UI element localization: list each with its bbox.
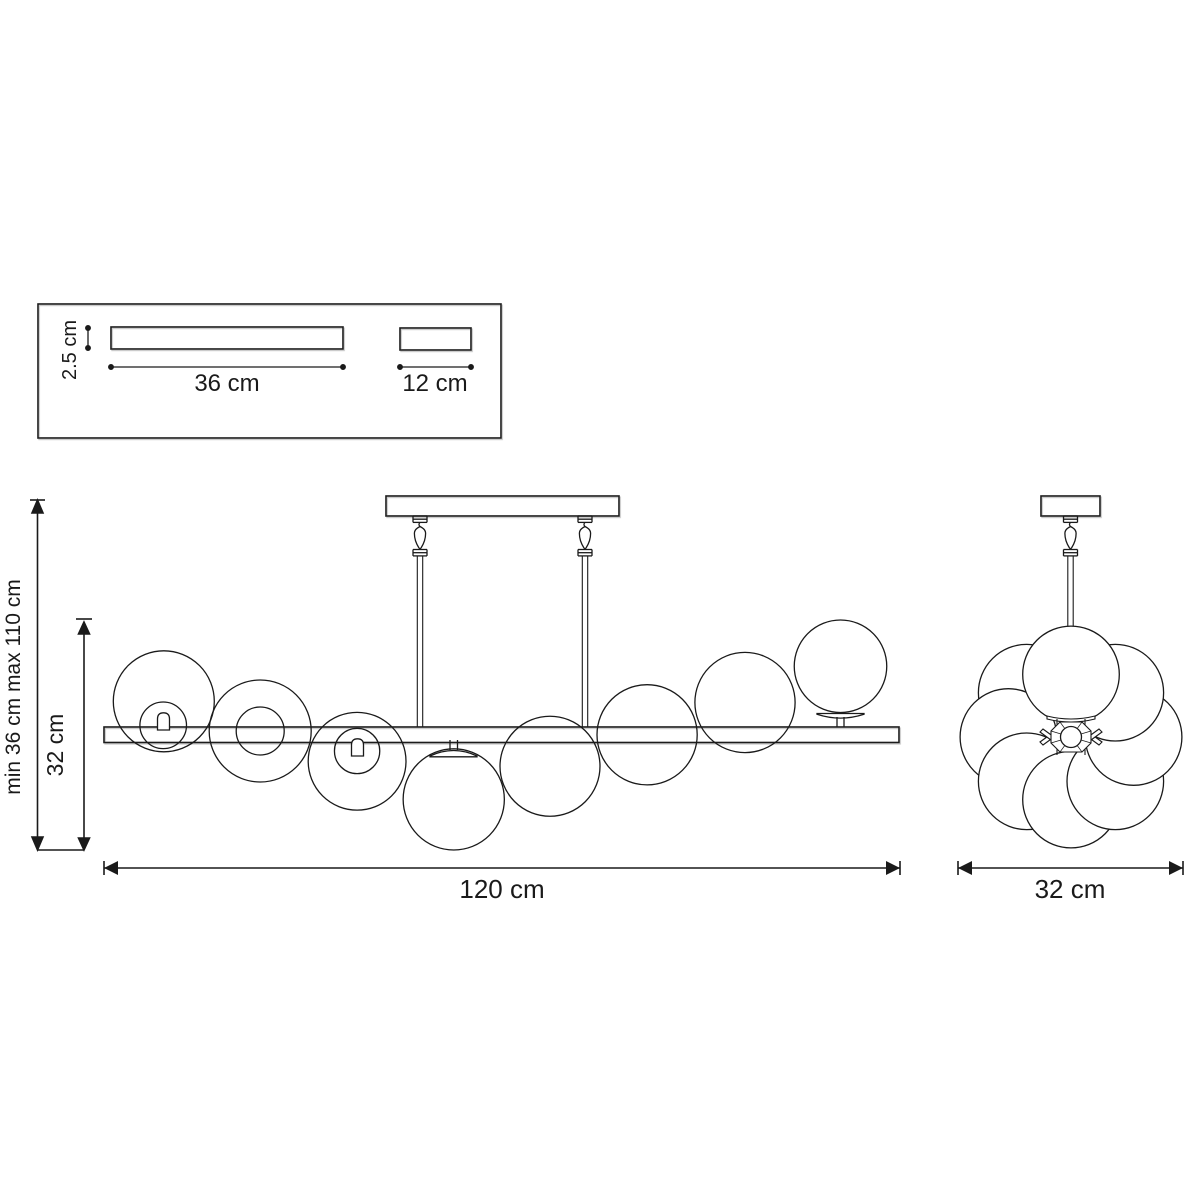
svg-text:120 cm: 120 cm [459,874,544,904]
svg-text:min 36 cm max 110 cm: min 36 cm max 110 cm [2,579,25,795]
svg-text:12 cm: 12 cm [402,370,467,397]
svg-text:2.5 cm: 2.5 cm [59,320,81,380]
svg-text:36 cm: 36 cm [194,370,259,397]
svg-text:32 cm: 32 cm [42,714,68,777]
svg-text:32 cm: 32 cm [1035,874,1106,904]
